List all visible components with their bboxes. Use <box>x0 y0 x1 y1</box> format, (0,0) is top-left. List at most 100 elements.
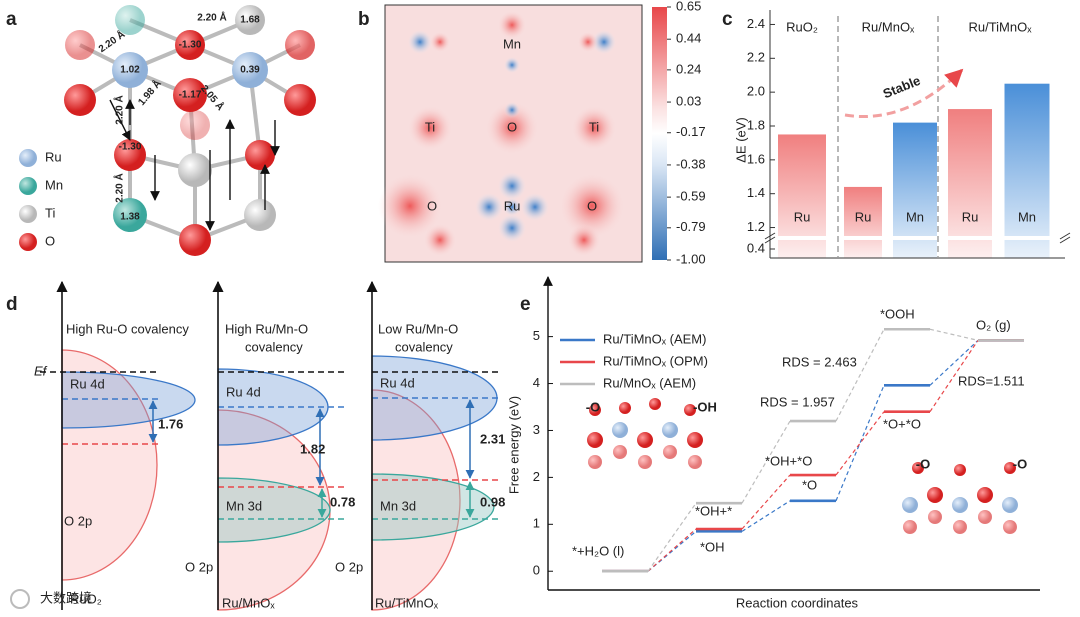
inset-atom <box>684 404 696 416</box>
atom <box>235 5 265 35</box>
panel-label: d <box>6 294 18 315</box>
inset-atom <box>637 432 653 448</box>
legend-label: Ru <box>45 149 62 164</box>
atom <box>114 139 146 171</box>
map-label: Mn <box>503 36 521 51</box>
gap-label: 0.98 <box>480 494 505 509</box>
legend-label: Ti <box>45 205 55 220</box>
atom <box>284 84 316 116</box>
inset-atom <box>588 455 602 469</box>
y-tick-label: 5 <box>533 328 540 343</box>
inset-atom <box>1003 520 1017 534</box>
legend-label: Mn <box>45 177 63 192</box>
annotation: RDS = 1.957 <box>760 394 835 409</box>
y-tick-label: 1 <box>533 516 540 531</box>
material-label: Ru/TiMnOₓ <box>375 595 439 610</box>
bond-label: 2.20 Å <box>113 173 126 202</box>
y-tick-label: 0 <box>533 563 540 578</box>
y-tick-label: 1.2 <box>747 219 765 234</box>
connector <box>741 420 791 504</box>
atom <box>115 5 145 35</box>
stable-arrow <box>844 68 964 119</box>
inset-atom <box>612 422 628 438</box>
annotation: O₂ (g) <box>976 317 1011 332</box>
connector <box>929 339 979 386</box>
mn3d-band <box>371 473 495 541</box>
panel-label: b <box>358 9 370 30</box>
inset-atom <box>927 487 943 503</box>
map-label: O <box>507 119 517 134</box>
mn-label: Mn 3d <box>226 498 262 513</box>
density-blob <box>498 11 526 39</box>
o2p-band <box>371 389 461 611</box>
mn3d-band <box>217 477 331 543</box>
o-label: O 2p <box>335 559 363 574</box>
y-tick-label: 1.6 <box>747 151 765 166</box>
atom <box>173 78 207 112</box>
legend-atom <box>19 177 37 195</box>
group-label: Ru/TiMnOₓ <box>968 19 1032 34</box>
material-label: Ru/MnOₓ <box>222 595 275 610</box>
inset-atom <box>978 510 992 524</box>
inset-atom <box>902 497 918 513</box>
colorbar-tick-label: -0.59 <box>676 189 706 204</box>
density-blob <box>504 57 520 73</box>
break-mark <box>764 232 776 240</box>
break-mark <box>764 236 776 244</box>
watermark-logo <box>10 589 30 609</box>
atom <box>175 30 205 60</box>
legend-label: Ru/TiMnOₓ (AEM) <box>603 331 706 346</box>
legend-atom <box>19 149 37 167</box>
column-title: High Ru-O covalency <box>66 321 189 336</box>
bar-label: Ru <box>855 209 872 224</box>
mn-label: Mn 3d <box>380 498 416 513</box>
density-blob <box>430 32 450 52</box>
inset-atom <box>928 510 942 524</box>
o2p-band <box>61 349 158 581</box>
inset-label: -OH <box>693 399 717 414</box>
atom <box>232 52 268 88</box>
bond-label: 2.20 Å <box>197 11 226 24</box>
inset-label: -O <box>586 399 600 414</box>
y-tick-label: 3 <box>533 422 540 437</box>
inset-atom <box>613 445 627 459</box>
annotation: *OH+* <box>695 503 732 518</box>
fermi-label: Ef <box>34 363 48 378</box>
connector <box>929 328 979 341</box>
colorbar <box>652 7 667 260</box>
density-blob <box>378 174 442 238</box>
o-label: O 2p <box>64 513 92 528</box>
bar <box>1004 83 1050 258</box>
connector <box>647 528 697 572</box>
charge-label: 0.39 <box>240 65 260 76</box>
density-blob <box>503 198 521 216</box>
charge-label: 1.38 <box>120 212 140 223</box>
inset-atom <box>687 432 703 448</box>
annotation: *OOH <box>880 306 915 321</box>
y-axis-title: Free energy (eV) <box>506 396 521 494</box>
ru-label: Ru 4d <box>226 384 261 399</box>
map-label: O <box>427 198 437 213</box>
bond-label: 2.20 Å <box>113 95 126 124</box>
density-blob <box>504 102 520 118</box>
colorbar-tick-label: 0.03 <box>676 94 701 109</box>
legend-atom <box>19 205 37 223</box>
inset-atom <box>589 404 601 416</box>
connector <box>835 328 885 422</box>
bar-label: Ru <box>962 209 979 224</box>
inset-atom <box>619 402 631 414</box>
charge-label: -1.30 <box>119 142 142 153</box>
inset-atom <box>662 422 678 438</box>
density-blob <box>572 106 616 150</box>
bar-label: Mn <box>1018 209 1036 224</box>
colorbar-tick-label: -0.79 <box>676 219 706 234</box>
break-mark <box>1059 236 1071 244</box>
atom <box>178 153 212 187</box>
atom <box>112 52 148 88</box>
inset-atom <box>912 462 924 474</box>
inset-atom <box>1004 462 1016 474</box>
x-axis-title: Reaction coordinates <box>736 595 859 610</box>
group-label: Ru/MnOₓ <box>862 19 915 34</box>
annotation: *OH+*O <box>765 453 812 468</box>
